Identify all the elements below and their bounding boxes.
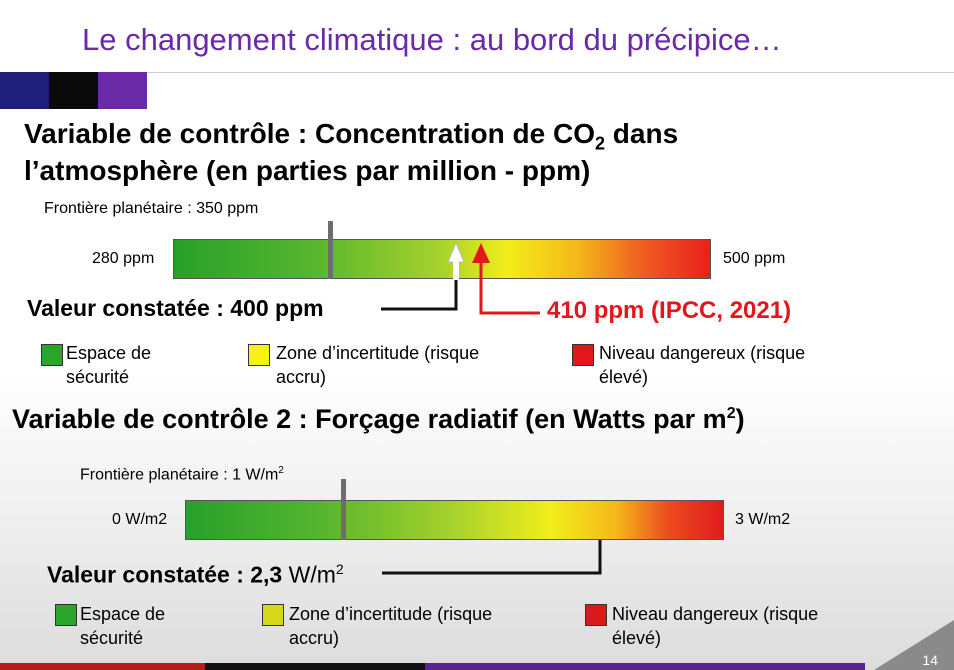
corner-decoration xyxy=(874,620,954,670)
legend1-danger-line2: élevé) xyxy=(599,367,649,387)
legend1-safe-text: Espace de sécurité xyxy=(66,341,151,389)
section1-bar-left-label: 280 ppm xyxy=(92,250,155,267)
section1-bar-right-label: 500 ppm xyxy=(723,250,786,267)
section1-heading-line1: Variable de contrôle : Concentration de … xyxy=(24,118,678,155)
bottom-strip-red xyxy=(0,663,205,670)
section2-heading: Variable de contrôle 2 : Forçage radiati… xyxy=(12,404,745,435)
legend2-safe-line2: sécurité xyxy=(80,628,144,648)
legend1-danger-line1: Niveau dangereux (risque xyxy=(599,343,806,363)
co2-gauge-bar xyxy=(173,239,711,279)
forcing-observed-connector xyxy=(382,528,602,575)
legend2-danger-line1: Niveau dangereux (risque xyxy=(612,604,819,624)
section2-heading-sup: 2 xyxy=(726,405,736,422)
legend1-danger-swatch xyxy=(572,344,594,366)
section2-observed-unit: W/m xyxy=(282,561,336,588)
section1-ipcc-label: 410 ppm (IPCC, 2021) xyxy=(547,297,792,324)
section1-heading-line2: l’atmosphère (en parties par million - p… xyxy=(24,155,591,186)
slide-title: Le changement climatique : au bord du pr… xyxy=(82,22,782,57)
decor-line xyxy=(147,72,954,73)
section2-heading-post: ) xyxy=(735,404,745,434)
section2-observed-label: Valeur constatée : 2,3 W/m2 xyxy=(47,561,344,589)
co2-ipcc-arrow xyxy=(472,243,490,263)
bottom-strip-black xyxy=(205,663,425,670)
co2-observed-connector xyxy=(381,262,458,311)
decor-block-blue xyxy=(0,72,49,109)
legend2-uncertain-line2: accru) xyxy=(289,628,340,648)
section2-boundary-label-sup: 2 xyxy=(278,465,284,476)
forcing-boundary-marker xyxy=(341,479,346,540)
legend1-safe-swatch xyxy=(41,344,63,366)
decor-block-black xyxy=(49,72,98,109)
section1-heading-pre: Variable de contrôle : Concentration de … xyxy=(24,118,595,149)
section1-boundary-label: Frontière planétaire : 350 ppm xyxy=(44,200,259,217)
legend1-safe-line2: sécurité xyxy=(66,367,130,387)
section2-bar-left-label: 0 W/m2 xyxy=(112,511,168,528)
legend2-danger-text: Niveau dangereux (risque élevé) xyxy=(612,602,818,650)
legend1-uncertain-line2: accru) xyxy=(276,367,327,387)
page-number: 14 xyxy=(922,652,938,668)
legend2-uncertain-swatch xyxy=(262,604,284,626)
section2-boundary-label: Frontière planétaire : 1 W/m2 xyxy=(80,465,284,484)
decor-block-purple xyxy=(98,72,147,109)
co2-observed-arrow-shaft xyxy=(453,260,459,280)
legend1-danger-text: Niveau dangereux (risque élevé) xyxy=(599,341,805,389)
legend1-uncertain-text: Zone d’incertitude (risque accru) xyxy=(276,341,479,389)
co2-observed-arrow xyxy=(447,241,465,263)
section2-heading-pre: Variable de contrôle 2 : Forçage radiati… xyxy=(12,404,727,434)
legend2-safe-text: Espace de sécurité xyxy=(80,602,165,650)
section1-heading-sub: 2 xyxy=(595,133,606,154)
section2-bar-right-label: 3 W/m2 xyxy=(735,511,791,528)
section1-observed-label: Valeur constatée : 400 ppm xyxy=(27,295,324,321)
legend2-uncertain-line1: Zone d’incertitude (risque xyxy=(289,604,493,624)
legend2-danger-swatch xyxy=(585,604,607,626)
legend1-safe-line1: Espace de xyxy=(66,343,152,363)
legend2-safe-swatch xyxy=(55,604,77,626)
legend1-uncertain-swatch xyxy=(248,344,270,366)
bottom-strip-purple xyxy=(425,663,865,670)
legend1-uncertain-line1: Zone d’incertitude (risque xyxy=(276,343,480,363)
legend2-safe-line1: Espace de xyxy=(80,604,166,624)
section1-heading-post: dans xyxy=(605,118,679,149)
section2-observed-bold: Valeur constatée : 2,3 xyxy=(47,561,283,588)
co2-ipcc-connector xyxy=(479,262,540,315)
legend2-danger-line2: élevé) xyxy=(612,628,662,648)
forcing-gauge-bar xyxy=(185,500,724,540)
section2-boundary-label-pre: Frontière planétaire : 1 W/m xyxy=(80,466,279,484)
co2-boundary-marker xyxy=(328,221,333,279)
legend2-uncertain-text: Zone d’incertitude (risque accru) xyxy=(289,602,492,650)
section2-observed-sup: 2 xyxy=(335,561,344,577)
